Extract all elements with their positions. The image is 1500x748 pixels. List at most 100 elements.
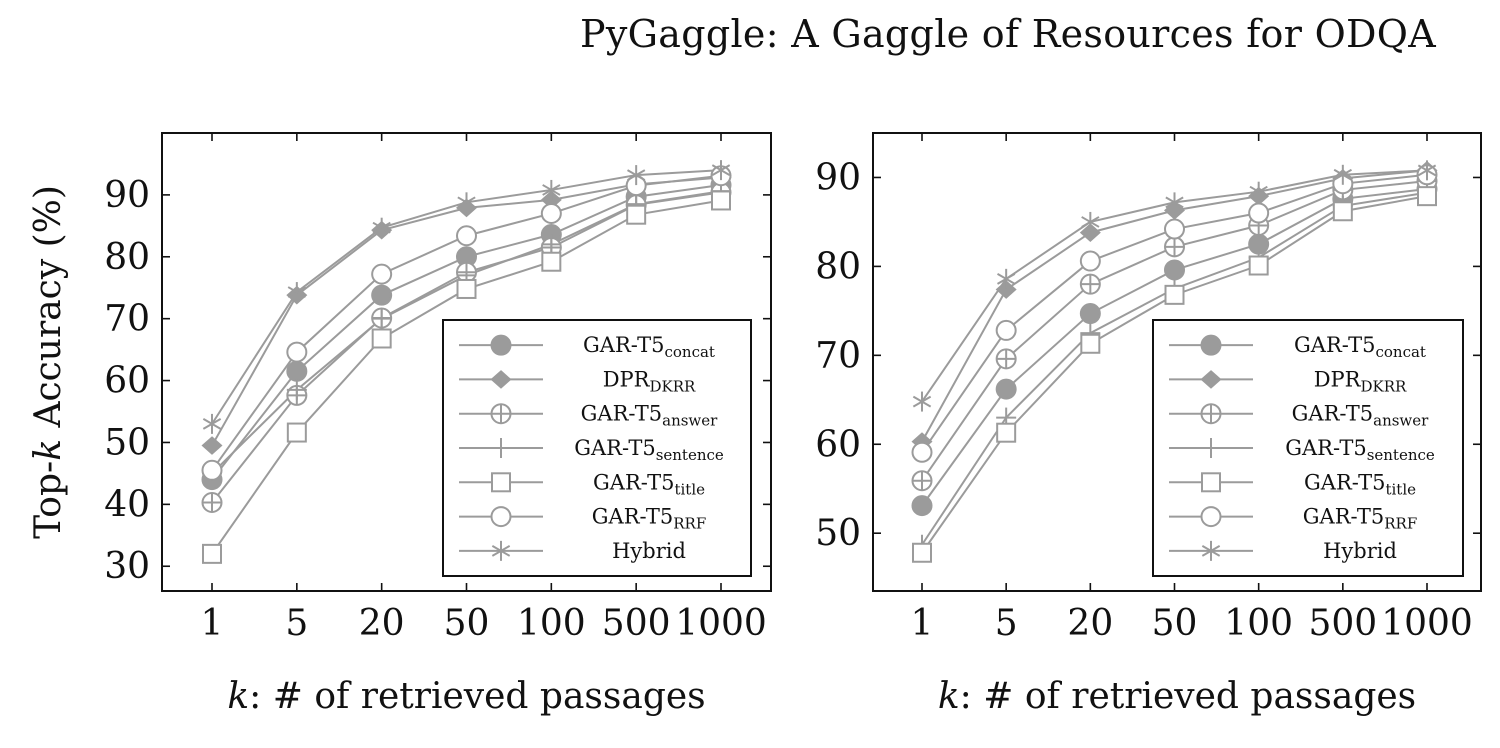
chart0-y-tick-label-0: 30 (104, 546, 150, 587)
chart0-y-tick-label-4: 70 (104, 299, 150, 340)
chart0-x-tick-label-5: 500 (602, 603, 671, 644)
chart0-x-tick-label-0: 1 (201, 603, 224, 644)
chart1-y-tick-label-4: 90 (815, 157, 861, 198)
chart0-series-1-point-0 (201, 436, 223, 455)
chart1-legend-swatch-marker-4 (1201, 472, 1221, 493)
chart0-legend-swatch-marker-4 (491, 472, 511, 493)
chart1-series-6-point-5 (1333, 164, 1352, 185)
chart1-series-5-point-3 (1164, 218, 1185, 240)
chart0-series-6-point-0 (202, 413, 222, 434)
chart1-legend-swatch-marker-3 (1201, 438, 1221, 458)
chart0-series-3-point-4 (541, 234, 562, 255)
chart1-legend-swatch-marker-1 (1200, 370, 1222, 389)
chart1-axes-frame (872, 132, 1482, 592)
chart1-series-6-point-1 (997, 268, 1016, 289)
chart1-y-tick-label-3: 80 (815, 246, 861, 287)
chart0-y-tick-label-3: 60 (104, 361, 150, 402)
chart0-y-tick-label-5: 80 (104, 237, 150, 278)
chart1-series-4-point-5 (1332, 201, 1353, 222)
chart0-series-4-point-2 (371, 328, 392, 349)
chart1-x-tick-label-3: 50 (1152, 603, 1198, 644)
chart1-series-2-point-3 (1164, 236, 1185, 258)
chart1-series-2-point-2 (1079, 273, 1101, 295)
chart0-legend-label-1: DPRDKRR (603, 367, 696, 395)
chart1-series-1-point-2 (1079, 223, 1101, 242)
chart1-x-tick-label-5: 500 (1308, 603, 1377, 644)
chart-left: 1 5 20 50 100 500 1000 30 40 50 60 70 80 90 k: # of re… (28, 132, 772, 717)
chart0-x-axis-label: k: # of retrieved passages (227, 676, 705, 717)
chart1-legend-swatch-marker-6 (1201, 540, 1221, 561)
chart0-series-6-point-5 (627, 165, 646, 186)
chart0-series-4-point-6 (711, 190, 731, 211)
chart1-series-2-point-1 (995, 348, 1017, 370)
chart1-legend-box (1152, 319, 1464, 577)
chart1-legend-swatch-marker-2 (1200, 403, 1222, 425)
chart0-series-4-point-4 (541, 251, 562, 272)
chart1-series-4-point-6 (1417, 186, 1437, 207)
chart0-series-4-point-3 (456, 278, 477, 299)
chart0-series-4-point-0 (202, 543, 222, 564)
chart1-y-tick-label-2: 70 (815, 335, 861, 376)
chart1-x-tick-label-6: 1000 (1381, 603, 1473, 644)
chart0-series-3-point-1 (286, 379, 307, 400)
chart0-series-5-point-1 (286, 341, 308, 363)
chart0-series-3-point-2 (371, 308, 392, 329)
chart0-series-6-point-6 (711, 160, 731, 181)
chart1-series-5-point-0 (911, 441, 933, 463)
chart1-y-tick-label-1: 60 (815, 424, 861, 465)
chart0-y-tick-label-1: 40 (104, 484, 150, 525)
chart0-series-6-point-4 (542, 179, 561, 200)
chart1-series-0-point-2 (1079, 303, 1101, 325)
chart1-legend-swatch-marker-0 (1200, 334, 1222, 356)
chart1-series-4-point-0 (912, 542, 932, 563)
chart0-legend-swatch-marker-6 (491, 540, 511, 561)
chart0-legend-swatch-marker-5 (490, 506, 512, 528)
chart1-x-tick-label-2: 20 (1067, 603, 1113, 644)
chart0-x-tick-label-1: 5 (285, 603, 308, 644)
chart0-series-6-point-1 (287, 282, 306, 303)
chart0-legend-label-2: GAR-T5answer (581, 402, 718, 430)
chart1-legend-swatch-marker-5 (1200, 506, 1222, 528)
chart0-series-5-point-4 (540, 202, 562, 224)
chart1-series-4-point-2 (1080, 333, 1101, 354)
chart1-series-0-point-3 (1164, 259, 1185, 281)
chart0-legend-label-3: GAR-T5sentence (574, 436, 724, 464)
chart1-legend-label-5: GAR-T5RRF (1303, 505, 1417, 533)
chart0-series-0-point-1 (286, 360, 308, 382)
chart0-legend-swatch-marker-1 (490, 370, 512, 389)
chart1-x-tick-label-1: 5 (995, 603, 1018, 644)
chart0-legend-swatch-marker-0 (490, 334, 512, 356)
chart1-x-axis-label: k: # of retrieved passages (938, 676, 1416, 717)
chart1-legend-label-3: GAR-T5sentence (1285, 436, 1435, 464)
chart0-series-6-point-3 (457, 192, 476, 213)
chart-right: 1 5 20 50 100 500 1000 50 60 70 80 90 k: # of retrie… (815, 132, 1482, 717)
chart0-series-5-point-2 (371, 263, 393, 285)
chart0-x-tick-label-6: 1000 (675, 603, 767, 644)
chart1-series-5-point-2 (1079, 250, 1101, 272)
chart0-series-6-point-2 (372, 217, 391, 238)
chart0-series-4-point-5 (626, 204, 647, 225)
chart0-legend-label-5: GAR-T5RRF (592, 505, 706, 533)
chart1-y-tick-label-0: 50 (815, 513, 861, 554)
chart0-series-2-point-0 (201, 491, 223, 513)
chart1-series-6-point-6 (1417, 160, 1437, 181)
chart1-legend-label-0: GAR-T5concat (1294, 333, 1426, 361)
chart1-legend-label-6: Hybrid (1323, 539, 1397, 563)
chart0-x-tick-label-4: 100 (517, 603, 586, 644)
chart0-legend-label-6: Hybrid (612, 539, 686, 563)
chart0-x-tick-label-3: 50 (444, 603, 490, 644)
chart0-y-tick-label-6: 90 (104, 175, 150, 216)
chart1-series-6-point-0 (912, 391, 932, 412)
chart1-series-0-point-1 (995, 378, 1017, 400)
chart0-legend-swatch-marker-3 (491, 438, 511, 458)
chart0-legend-label-0: GAR-T5concat (583, 333, 715, 361)
chart0-series-0-point-2 (371, 284, 393, 306)
chart0-legend: GAR-T5concat DPRDKRR GAR-T5answer GAR-T5sen… (442, 319, 752, 577)
chart1-legend-label-4: GAR-T5title (1304, 470, 1416, 498)
chart0-series-5-point-0 (201, 459, 223, 481)
chart1-legend-label-1: DPRDKRR (1314, 367, 1407, 395)
chart0-series-5-point-3 (456, 225, 477, 247)
chart0-y-axis-label: Top-k Accuracy (%) (28, 185, 69, 539)
chart1-series-6-point-2 (1081, 211, 1100, 232)
chart0-series-4-point-1 (286, 422, 307, 443)
